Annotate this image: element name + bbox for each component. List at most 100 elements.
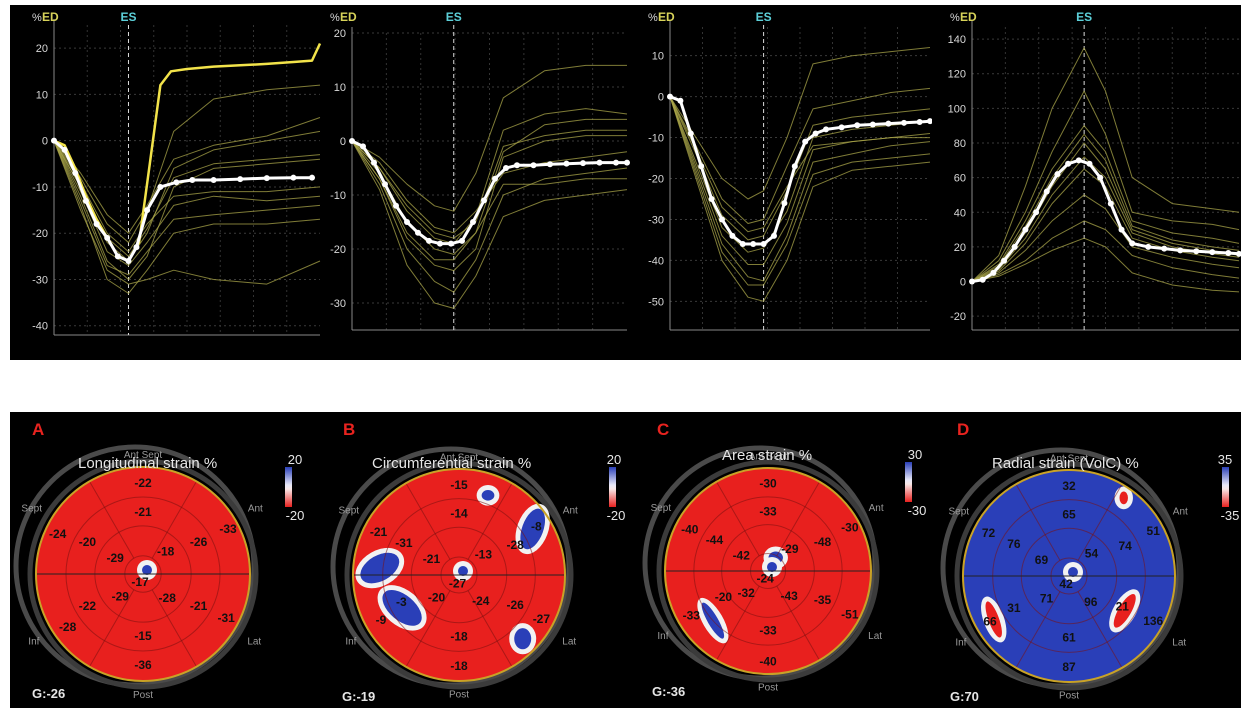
- direction-label: Post: [758, 682, 778, 693]
- direction-label: Ant: [869, 503, 884, 514]
- segment-divider: [89, 481, 135, 559]
- strain-curve-panel-a: 20 10 0 -10 -20 -30 -40% ED ES: [10, 5, 322, 360]
- strain-region: [382, 589, 422, 626]
- segment-divider: [1015, 591, 1061, 669]
- bullseye-border: [352, 468, 566, 682]
- colour-scale-bar: [609, 467, 616, 507]
- segment-value: -29: [781, 542, 799, 556]
- average-point: [1118, 226, 1125, 233]
- average-point: [1065, 160, 1072, 167]
- average-point: [133, 244, 140, 251]
- segment-value: 65: [1062, 508, 1076, 522]
- segment-trace: [351, 140, 628, 309]
- average-point: [492, 175, 498, 182]
- segment-value: -21: [423, 552, 441, 566]
- segment-value: -21: [134, 505, 152, 519]
- segment-value: -51: [841, 608, 859, 622]
- direction-label: Sept: [948, 506, 969, 517]
- average-point: [1236, 250, 1241, 257]
- bullseye-outer-ring: [344, 460, 574, 690]
- segment-value: -9: [376, 613, 387, 627]
- segment-trace: [669, 96, 931, 282]
- segment-value: -28: [59, 620, 77, 634]
- average-point: [173, 179, 180, 186]
- direction-label: Lat: [1172, 638, 1186, 649]
- average-point: [415, 229, 421, 236]
- segment-value: 69: [1035, 553, 1049, 567]
- segment-value: -15: [134, 629, 152, 643]
- average-point: [61, 146, 68, 153]
- y-tick-label: -20: [648, 174, 664, 186]
- direction-label: Ant Sept: [1050, 453, 1089, 464]
- segment-value: -18: [157, 544, 175, 558]
- average-point: [869, 121, 876, 128]
- average-point: [210, 177, 217, 183]
- segment-value: -26: [190, 535, 208, 549]
- average-point: [823, 126, 829, 133]
- strain-curve-c: 10 0 -10 -20 -30 -40 -50% ED ES: [648, 10, 932, 331]
- global-strain-c: G:-36: [652, 684, 686, 699]
- segment-trace: [971, 125, 1240, 282]
- segment-trace: [971, 237, 1240, 293]
- average-point: [687, 130, 694, 137]
- strain-curve-panel-d: 140 120 100 80 60 40 20 0 -20% ED ES: [932, 5, 1241, 360]
- direction-label: Post: [1059, 691, 1079, 702]
- average-point: [72, 170, 79, 177]
- average-point: [1177, 247, 1184, 254]
- segment-value: -29: [112, 590, 130, 604]
- segment-trace: [351, 129, 627, 239]
- segment-value: -13: [475, 548, 493, 562]
- strain-curve-panel-c: 10 0 -10 -20 -30 -40 -50% ED ES: [630, 5, 932, 360]
- segment-trace: [351, 140, 628, 234]
- colour-scale-bar: [1222, 467, 1229, 507]
- highlighted-trace: [53, 42, 322, 263]
- segment-value: -24: [472, 594, 490, 608]
- segment-value: -20: [428, 590, 446, 604]
- bullseye-title-a: Longitudinal strain %: [78, 455, 218, 472]
- y-tick-label: 20: [954, 242, 966, 254]
- segment-trace: [669, 96, 931, 241]
- direction-label: Ant Sept: [440, 452, 479, 463]
- segment-value: 66: [983, 615, 997, 629]
- colour-scale-bar: [905, 462, 912, 502]
- segment-value: 51: [1147, 524, 1161, 538]
- scale-max-label: 20: [607, 452, 621, 467]
- average-point: [613, 159, 619, 166]
- y-tick-label: 20: [36, 43, 48, 55]
- ed-marker-label: ED: [340, 10, 357, 24]
- strain-region: [985, 601, 1002, 638]
- bullseye-panel-d: 32 51 72 66 136 87 65 74 76 31 21 61 69 54 71 96 42 Ant S…: [932, 412, 1241, 708]
- y-unit-label: %: [950, 12, 960, 24]
- segment-value: 31: [1007, 601, 1021, 615]
- strain-curve-b: 20 10 0 -10 -20 -30% ED ES: [330, 10, 630, 331]
- y-tick-label: 60: [954, 173, 966, 185]
- y-tick-label: -40: [648, 255, 664, 267]
- strain-curve-panel-b: 20 10 0 -10 -20 -30% ED ES: [322, 5, 630, 360]
- segment-value: -40: [759, 655, 777, 669]
- segment-divider: [1015, 483, 1061, 561]
- average-point: [1001, 257, 1008, 264]
- segment-trace: [53, 140, 321, 280]
- average-point: [104, 234, 111, 241]
- average-point: [448, 240, 454, 247]
- y-tick-label: -20: [330, 244, 346, 256]
- y-tick-label: 20: [334, 28, 346, 40]
- direction-label: Ant: [563, 505, 578, 516]
- direction-label: Sept: [21, 504, 42, 515]
- average-point: [739, 241, 746, 248]
- average-point: [1097, 174, 1104, 181]
- bullseye-border: [962, 469, 1176, 683]
- average-point: [750, 241, 757, 248]
- bullseye-panel-c: -30 -30 -40 -33 -51 -40 -33 -48 -44 -20 -35 -33 -42-…: [630, 412, 932, 708]
- y-tick-label: -10: [648, 133, 664, 145]
- average-point: [51, 137, 57, 144]
- average-point: [263, 175, 270, 182]
- scale-max-label: 30: [908, 447, 922, 462]
- bullseye-border: [664, 467, 872, 675]
- y-tick-label: -30: [648, 214, 664, 226]
- average-point: [393, 202, 399, 209]
- segment-value: -44: [706, 533, 724, 547]
- average-point: [1022, 226, 1029, 233]
- average-point: [596, 159, 603, 166]
- segment-value: -17: [131, 575, 149, 589]
